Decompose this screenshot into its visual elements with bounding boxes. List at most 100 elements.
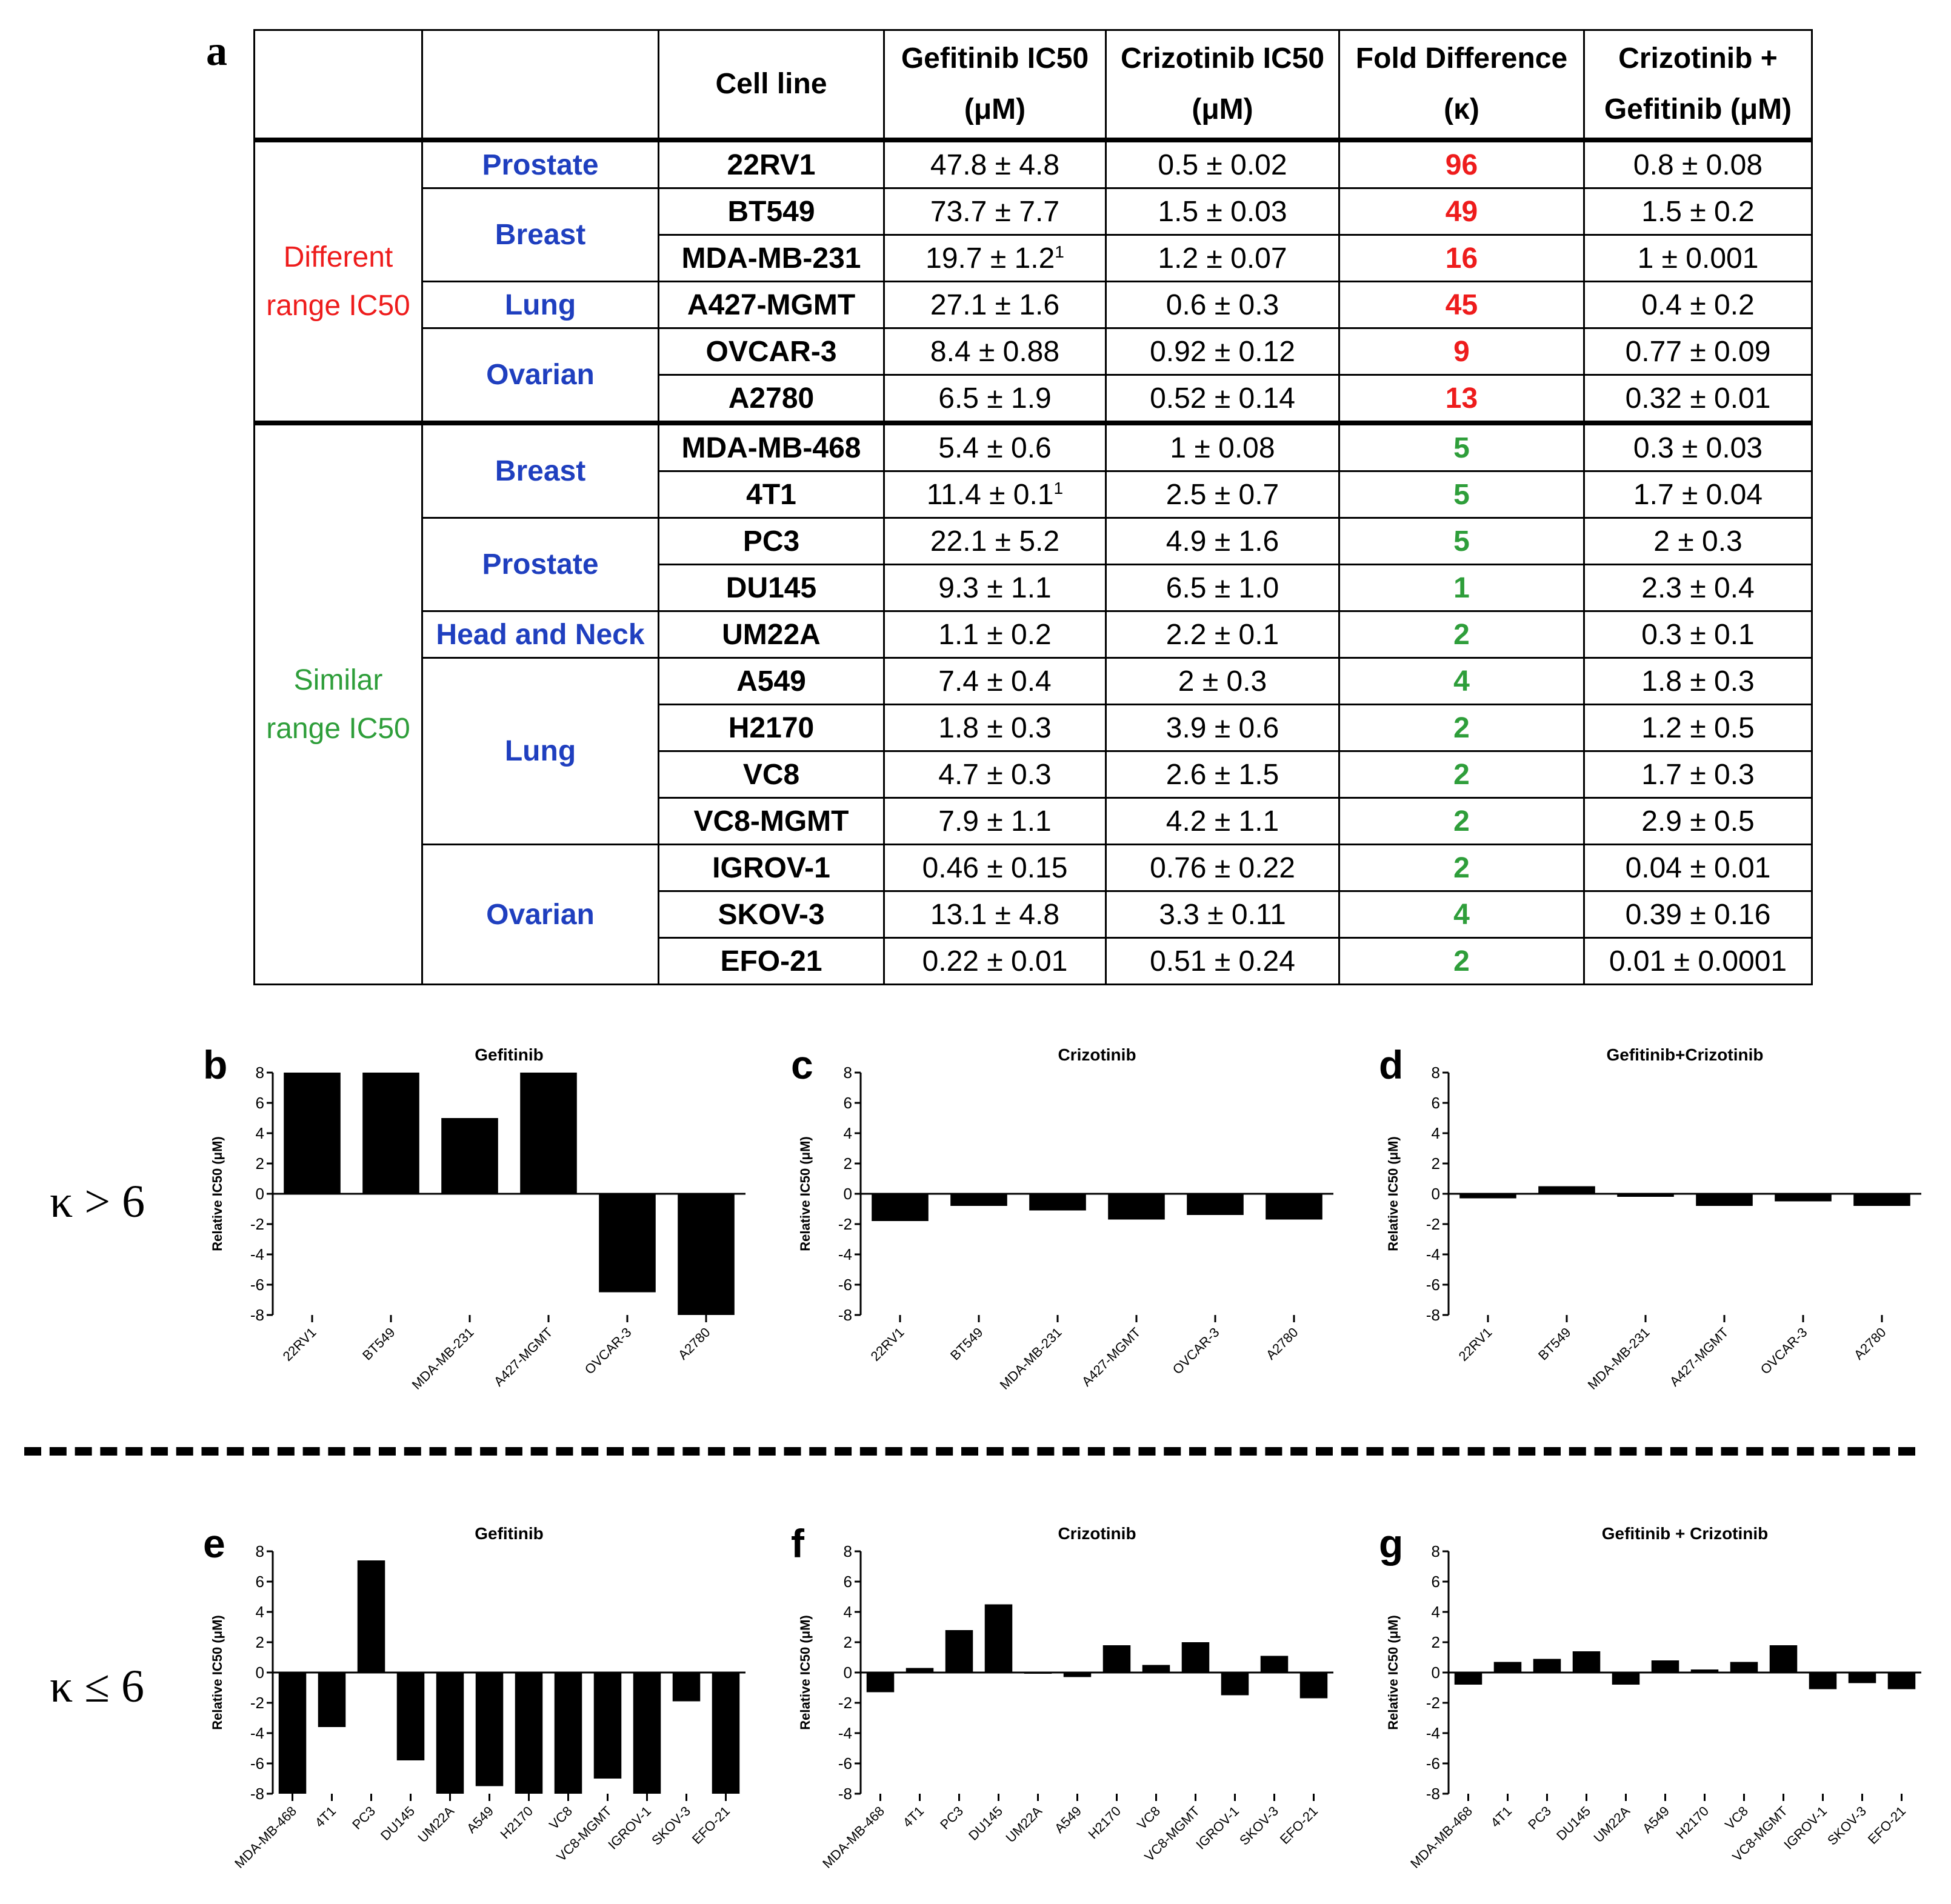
y-tick-label: 4 — [1432, 1603, 1440, 1621]
fold-value: 2 — [1338, 844, 1585, 892]
header-crizotinib: Crizotinib IC50 (μM) — [1105, 29, 1340, 141]
bar-VC8 — [554, 1673, 582, 1794]
x-tick-label: VC8 — [1134, 1803, 1163, 1832]
y-axis-label: Relative IC50 (μM) — [798, 1615, 813, 1730]
x-tick-label: DU145 — [378, 1803, 418, 1843]
combo-value: 0.77 ± 0.09 — [1583, 327, 1813, 376]
tissue-label: Head and Neck — [421, 610, 659, 659]
table-row: DU145 9.3 ± 1.1 6.5 ± 1.0 1 2.3 ± 0.4 — [255, 564, 1813, 612]
header-row: Cell line Gefitinib IC50 (μM) Crizotinib … — [253, 29, 1813, 141]
chart-title: Gefitinib — [475, 1524, 544, 1543]
group-similar-label: Similar range IC50 — [253, 421, 423, 985]
x-tick-label: EFO-21 — [1277, 1803, 1321, 1847]
bar-A2780 — [1266, 1194, 1322, 1220]
y-tick-label: 8 — [256, 1542, 264, 1560]
crizotinib-value: 6.5 ± 1.0 — [1105, 564, 1340, 612]
y-tick-label: -2 — [838, 1694, 852, 1712]
y-tick-label: 4 — [844, 1124, 852, 1142]
bar-PC3 — [357, 1560, 385, 1673]
x-tick-label: IGROV-1 — [605, 1803, 654, 1852]
y-tick-label: -8 — [250, 1785, 264, 1803]
x-tick-label: OVCAR-3 — [582, 1325, 635, 1377]
x-tick-label: OVCAR-3 — [1758, 1325, 1810, 1377]
tissue-label: Prostate — [421, 517, 659, 612]
y-tick-label: 8 — [844, 1542, 852, 1560]
bar-4T1 — [1493, 1662, 1522, 1673]
crizotinib-value: 1 ± 0.08 — [1105, 421, 1340, 472]
chart-title: Crizotinib — [1058, 1524, 1136, 1543]
table-row: Different range IC50 Prostate 22RV1 47.8 … — [253, 138, 1813, 424]
y-tick-label: -4 — [250, 1245, 264, 1263]
header-combo: Crizotinib + Gefitinib (μM) — [1583, 29, 1813, 141]
bar-EFO-21 — [1299, 1673, 1328, 1699]
y-tick-label: 4 — [1432, 1124, 1440, 1142]
crizotinib-value: 0.6 ± 0.3 — [1105, 281, 1340, 329]
bar-IGROV-1 — [1809, 1673, 1837, 1689]
chart-title: Gefitinib — [475, 1045, 544, 1064]
combo-value: 0.8 ± 0.08 — [1583, 138, 1813, 189]
header-empty-2 — [421, 29, 659, 141]
y-axis-label: Relative IC50 (μM) — [1386, 1615, 1401, 1730]
panel-letter-a: a — [206, 28, 227, 75]
y-tick-label: -4 — [1426, 1724, 1440, 1742]
bar-A427-MGMT — [1108, 1194, 1165, 1220]
gefitinib-value: 8.4 ± 0.88 — [883, 327, 1107, 376]
y-tick-label: 8 — [844, 1064, 852, 1082]
cell-line: H2170 — [658, 704, 885, 752]
bar-UM22A — [436, 1673, 464, 1794]
y-tick-label: -6 — [1426, 1276, 1440, 1294]
cell-line: UM22A — [658, 610, 885, 659]
bar-MDA-MB-231 — [1029, 1194, 1086, 1211]
gefitinib-value: 1.8 ± 0.3 — [883, 704, 1107, 752]
crizotinib-value: 3.3 ± 0.11 — [1105, 890, 1340, 939]
bar-OVCAR-3 — [599, 1194, 656, 1293]
fold-value: 49 — [1338, 187, 1585, 236]
y-tick-label: 6 — [844, 1094, 852, 1112]
gefitinib-value: 4.7 ± 0.3 — [883, 750, 1107, 799]
y-tick-label: -8 — [250, 1306, 264, 1324]
table-row: VC8-MGMT 7.9 ± 1.1 4.2 ± 1.1 2 2.9 ± 0.5 — [255, 797, 1813, 845]
separator-dashed-line — [24, 1447, 1915, 1456]
y-tick-label: -6 — [250, 1754, 264, 1773]
table-row: 4T1 11.4 ± 0.11 2.5 ± 0.7 5 1.7 ± 0.04 — [255, 470, 1813, 519]
bar-A427-MGMT — [520, 1073, 577, 1194]
cell-line: A427-MGMT — [658, 281, 885, 329]
cell-line: IGROV-1 — [658, 844, 885, 892]
fold-value: 13 — [1338, 374, 1585, 424]
bar-A2780 — [678, 1194, 735, 1315]
panel-letter-c: c — [791, 1042, 813, 1087]
x-tick-label: VC8 — [546, 1803, 575, 1832]
x-tick-label: A427-MGMT — [491, 1325, 556, 1390]
y-tick-label: 0 — [844, 1185, 852, 1203]
gefitinib-value: 47.8 ± 4.8 — [883, 138, 1107, 189]
bar-H2170 — [515, 1673, 543, 1794]
y-tick-label: 2 — [844, 1154, 852, 1173]
y-tick-label: -8 — [1426, 1785, 1440, 1803]
y-tick-label: 6 — [256, 1094, 264, 1112]
bar-DU145 — [984, 1604, 1013, 1673]
x-tick-label: A549 — [464, 1803, 496, 1836]
bar-BT549 — [1538, 1186, 1595, 1194]
gefitinib-value: 1.1 ± 0.2 — [883, 610, 1107, 659]
combo-value: 0.32 ± 0.01 — [1583, 374, 1813, 424]
fold-value: 2 — [1338, 610, 1585, 659]
y-tick-label: -8 — [838, 1785, 852, 1803]
bar-SKOV-3 — [1260, 1656, 1289, 1673]
bar-MDA-MB-468 — [1454, 1673, 1482, 1685]
gefitinib-value: 0.46 ± 0.15 — [883, 844, 1107, 892]
bar-A549 — [475, 1673, 504, 1786]
crizotinib-value: 2.6 ± 1.5 — [1105, 750, 1340, 799]
fold-value: 9 — [1338, 327, 1585, 376]
bar-22RV1 — [1459, 1194, 1516, 1199]
bar-EFO-21 — [712, 1673, 740, 1794]
cell-line: VC8 — [658, 750, 885, 799]
x-tick-label: SKOV-3 — [649, 1803, 693, 1848]
table-row: VC8 4.7 ± 0.3 2.6 ± 1.5 2 1.7 ± 0.3 — [255, 750, 1813, 799]
fold-value: 1 — [1338, 564, 1585, 612]
x-tick-label: H2170 — [498, 1803, 536, 1842]
bar-22RV1 — [284, 1073, 341, 1194]
table-row: EFO-21 0.22 ± 0.01 0.51 ± 0.24 2 0.01 ± … — [255, 937, 1813, 985]
chart-f-crizotinib: f Crizotinib Relative IC50 (μM) 8 6 4 2 0 -2 -4 -6… — [791, 1521, 1333, 1871]
gefitinib-value: 5.4 ± 0.6 — [883, 421, 1107, 472]
y-tick-label: 0 — [256, 1663, 264, 1682]
